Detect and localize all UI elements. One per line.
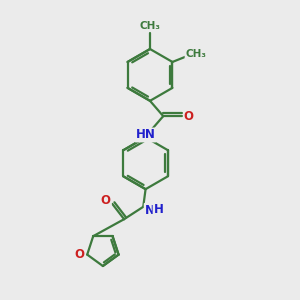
Text: H: H	[154, 203, 164, 216]
Text: N: N	[145, 204, 155, 217]
Text: O: O	[184, 110, 194, 123]
Text: O: O	[101, 194, 111, 207]
Text: O: O	[75, 248, 85, 261]
Text: CH₃: CH₃	[140, 21, 160, 31]
Text: HN: HN	[136, 128, 155, 142]
Text: CH₃: CH₃	[185, 49, 206, 59]
